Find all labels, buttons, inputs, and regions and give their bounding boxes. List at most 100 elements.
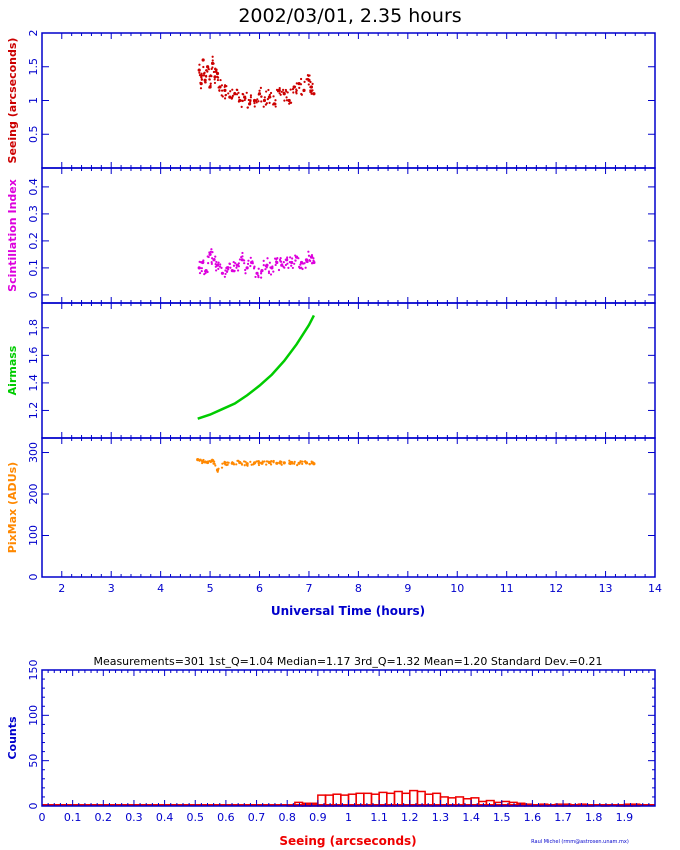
data-point xyxy=(312,257,315,260)
data-point xyxy=(272,95,275,98)
data-point xyxy=(220,466,224,469)
data-point xyxy=(216,75,219,78)
data-point xyxy=(247,98,250,102)
x-tick-label: 1.9 xyxy=(616,811,634,824)
data-point xyxy=(214,255,217,258)
y-tick-label: 100 xyxy=(27,705,40,726)
data-point xyxy=(299,263,302,266)
data-point xyxy=(198,71,201,74)
data-point xyxy=(289,88,292,91)
data-point xyxy=(198,74,202,77)
y-axis-label: Seeing (arcseconds) xyxy=(6,38,19,164)
data-point xyxy=(223,88,227,92)
data-point xyxy=(265,90,268,93)
data-point xyxy=(253,100,256,103)
data-point xyxy=(236,263,240,267)
data-point xyxy=(268,93,271,96)
x-tick-label: 0.5 xyxy=(187,811,205,824)
data-point xyxy=(249,99,252,102)
data-point xyxy=(216,263,220,266)
data-point xyxy=(277,268,281,272)
time-series-panels: 0.5 1 1.5 2 Seeing (arcseconds) 0 0.1 0.2 0.3 0.4… xyxy=(6,30,662,619)
data-point xyxy=(282,88,285,91)
data-point xyxy=(266,98,269,101)
data-point xyxy=(287,266,290,269)
data-point xyxy=(310,460,313,463)
data-point xyxy=(308,259,311,262)
data-point xyxy=(286,262,289,265)
airmass-line xyxy=(197,314,316,420)
data-point xyxy=(255,271,259,275)
data-point xyxy=(205,269,208,273)
data-point xyxy=(211,66,214,69)
x-tick-label: 14 xyxy=(648,582,662,595)
x-tick-label: 1.5 xyxy=(493,811,511,824)
data-point xyxy=(289,462,292,466)
data-point xyxy=(308,463,311,466)
data-point xyxy=(260,95,263,98)
data-point xyxy=(294,254,297,257)
data-point xyxy=(232,260,235,264)
data-point xyxy=(220,84,224,87)
data-point xyxy=(300,93,303,96)
data-point xyxy=(276,90,280,93)
panel-frame xyxy=(41,437,656,578)
data-point xyxy=(210,262,213,266)
data-point xyxy=(211,59,214,62)
data-point xyxy=(291,266,294,270)
data-point xyxy=(307,250,310,253)
data-point xyxy=(229,266,232,269)
data-point xyxy=(264,103,268,106)
data-point xyxy=(251,260,254,263)
data-point xyxy=(244,268,247,272)
data-point xyxy=(244,272,247,275)
panel-scintillation: 0 0.1 0.2 0.3 0.4 Scintillation Index xyxy=(6,167,656,304)
data-point xyxy=(236,269,240,272)
data-point xyxy=(312,92,316,96)
histogram-bar xyxy=(416,790,426,807)
data-point xyxy=(233,269,236,272)
data-point xyxy=(249,264,252,268)
panel-airmass: 1.2 1.4 1.6 1.8 Airmass xyxy=(6,302,656,439)
y-tick-label: 0 xyxy=(27,574,40,581)
data-point xyxy=(279,257,282,260)
data-point xyxy=(253,102,256,105)
data-point xyxy=(246,262,250,265)
data-point xyxy=(212,62,215,65)
data-point xyxy=(215,260,218,264)
data-point xyxy=(275,461,279,465)
data-point xyxy=(311,262,314,265)
data-point xyxy=(217,261,220,264)
time-axis: 2 3 4 5 6 7 8 9 10 11 12 13 14 Universal Time (hours) xyxy=(58,582,662,618)
data-point xyxy=(268,261,271,264)
data-point xyxy=(255,460,258,463)
data-point xyxy=(212,459,215,462)
data-point xyxy=(240,258,244,262)
data-point xyxy=(275,260,278,263)
data-point xyxy=(252,463,255,466)
y-tick-label: 50 xyxy=(27,754,40,768)
data-point xyxy=(240,105,243,108)
y-tick-label: 1.2 xyxy=(27,402,40,420)
data-point xyxy=(237,459,240,463)
data-point xyxy=(231,88,234,91)
y-tick-label: 0.3 xyxy=(27,205,40,223)
data-point xyxy=(228,95,232,99)
x-tick-label: 1.2 xyxy=(401,811,419,824)
data-point xyxy=(306,260,309,264)
data-point xyxy=(214,464,217,467)
data-point xyxy=(223,275,226,278)
data-point xyxy=(272,103,275,106)
y-tick-label: 0.1 xyxy=(27,259,40,277)
y-axis-label: PixMax (ADUs) xyxy=(6,462,19,553)
data-point xyxy=(227,268,230,271)
data-point xyxy=(301,261,304,264)
data-point xyxy=(223,460,226,463)
data-point xyxy=(299,83,303,86)
data-point xyxy=(249,96,252,99)
x-tick-label: 7 xyxy=(305,582,312,595)
data-point xyxy=(264,265,267,268)
data-point xyxy=(269,266,272,269)
author-credit: Raul Michel (rmm@astrosen.unam.mx) xyxy=(531,839,629,845)
data-point xyxy=(244,97,247,100)
